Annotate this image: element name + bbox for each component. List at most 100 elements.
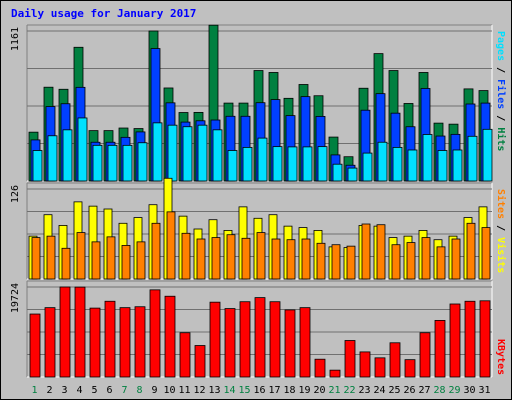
bar-pages-day-11 bbox=[182, 126, 193, 182]
bar-sites-day-14 bbox=[226, 234, 236, 280]
bar-kbytes-day-5 bbox=[89, 307, 101, 378]
bar-pages-day-13 bbox=[212, 129, 223, 182]
bar-sites-day-13 bbox=[211, 237, 221, 280]
x-tick-label: 10 bbox=[163, 385, 175, 396]
bar-kbytes-day-24 bbox=[374, 357, 386, 378]
bar-kbytes-day-14 bbox=[224, 308, 236, 378]
x-tick-label: 11 bbox=[178, 385, 190, 396]
bar-kbytes-day-17 bbox=[269, 301, 281, 378]
bar-sites-day-5 bbox=[91, 241, 101, 280]
bar-kbytes-day-6 bbox=[104, 300, 116, 378]
bar-kbytes-day-25 bbox=[389, 342, 401, 378]
x-tick-label: 29 bbox=[448, 385, 460, 396]
bar-kbytes-day-26 bbox=[404, 359, 416, 378]
bar-pages-day-24 bbox=[377, 141, 388, 182]
bar-sites-day-12 bbox=[196, 238, 206, 280]
bar-sites-day-21 bbox=[331, 244, 341, 280]
bar-kbytes-day-1 bbox=[29, 313, 41, 378]
legend-entry-hits: Hits bbox=[495, 127, 507, 151]
bar-pages-day-3 bbox=[62, 129, 73, 182]
x-tick-label: 22 bbox=[343, 385, 355, 396]
x-tick-label: 9 bbox=[151, 385, 157, 396]
y-max-label: 19724 bbox=[10, 283, 21, 313]
bar-pages-day-25 bbox=[392, 147, 403, 182]
bar-sites-day-19 bbox=[301, 238, 311, 280]
bar-pages-day-8 bbox=[137, 142, 148, 182]
bar-pages-day-23 bbox=[362, 152, 373, 182]
bar-sites-day-27 bbox=[421, 237, 431, 280]
bar-kbytes-day-2 bbox=[44, 307, 56, 378]
bar-pages-day-2 bbox=[47, 135, 58, 182]
bar-pages-day-9 bbox=[152, 122, 163, 182]
bar-pages-day-20 bbox=[317, 146, 328, 182]
legend-entry-kbytes: KBytes bbox=[495, 339, 506, 375]
x-tick-label: 3 bbox=[61, 385, 67, 396]
bar-sites-day-22 bbox=[346, 245, 356, 280]
x-tick-label: 6 bbox=[106, 385, 112, 396]
bar-kbytes-day-10 bbox=[164, 295, 176, 378]
bar-sites-day-4 bbox=[76, 232, 86, 280]
bar-pages-day-4 bbox=[77, 117, 88, 182]
y-max-label: 126 bbox=[10, 185, 21, 203]
bar-sites-day-16 bbox=[256, 232, 266, 280]
x-tick-label: 27 bbox=[418, 385, 430, 396]
bar-pages-day-19 bbox=[302, 146, 313, 182]
bar-sites-day-8 bbox=[136, 241, 146, 280]
bar-kbytes-day-7 bbox=[119, 307, 131, 378]
bar-sites-day-17 bbox=[271, 238, 281, 280]
bar-sites-day-7 bbox=[121, 245, 131, 280]
x-tick-label: 4 bbox=[76, 385, 82, 396]
bar-sites-day-25 bbox=[391, 244, 401, 280]
bar-kbytes-day-31 bbox=[479, 300, 491, 378]
bar-pages-day-14 bbox=[227, 150, 238, 182]
bar-kbytes-day-11 bbox=[179, 332, 191, 378]
x-tick-label: 8 bbox=[136, 385, 142, 396]
bar-pages-day-5 bbox=[92, 144, 103, 182]
bar-sites-day-24 bbox=[376, 224, 386, 280]
x-tick-label: 14 bbox=[223, 385, 235, 396]
x-tick-label: 15 bbox=[238, 385, 250, 396]
bar-sites-day-18 bbox=[286, 239, 296, 280]
bar-sites-day-9 bbox=[151, 222, 161, 280]
legend-entry-pages: Pages bbox=[495, 31, 506, 61]
x-tick-label: 17 bbox=[268, 385, 280, 396]
bar-kbytes-day-13 bbox=[209, 301, 221, 378]
x-tick-label: 28 bbox=[433, 385, 445, 396]
bar-kbytes-day-27 bbox=[419, 332, 431, 378]
bar-sites-day-1 bbox=[31, 237, 41, 280]
bar-sites-day-26 bbox=[406, 242, 416, 280]
bar-kbytes-day-4 bbox=[74, 286, 86, 378]
bar-sites-day-23 bbox=[361, 223, 371, 280]
bar-kbytes-day-29 bbox=[449, 303, 461, 378]
bar-pages-day-21 bbox=[332, 163, 343, 182]
bar-pages-day-30 bbox=[467, 135, 478, 182]
legend-entry-sites: Sites bbox=[495, 189, 507, 219]
bar-kbytes-day-30 bbox=[464, 300, 476, 378]
bar-kbytes-day-21 bbox=[329, 369, 341, 378]
legend-entry-visits: Visits bbox=[495, 237, 507, 273]
x-tick-label: 24 bbox=[373, 385, 385, 396]
bar-kbytes-day-12 bbox=[194, 345, 206, 378]
bar-sites-day-10 bbox=[166, 211, 176, 280]
bar-kbytes-day-8 bbox=[134, 306, 146, 378]
legend-separator: / bbox=[495, 219, 506, 237]
bar-sites-day-11 bbox=[181, 232, 191, 280]
bar-kbytes-day-22 bbox=[344, 340, 356, 378]
bar-sites-day-6 bbox=[106, 236, 116, 280]
bar-pages-day-28 bbox=[437, 150, 448, 182]
x-tick-label: 16 bbox=[253, 385, 265, 396]
bar-pages-day-12 bbox=[197, 124, 208, 182]
x-tick-label: 30 bbox=[463, 385, 475, 396]
bar-pages-day-16 bbox=[257, 137, 268, 182]
x-tick-label: 26 bbox=[403, 385, 415, 396]
bar-sites-day-3 bbox=[61, 247, 71, 280]
bar-sites-day-28 bbox=[436, 246, 446, 280]
bar-pages-day-31 bbox=[482, 128, 493, 182]
bar-pages-day-26 bbox=[407, 149, 418, 182]
bar-kbytes-day-9 bbox=[149, 289, 161, 378]
legend-1: Pages / Files / Hits bbox=[495, 31, 507, 151]
x-tick-label: 18 bbox=[283, 385, 295, 396]
bar-kbytes-day-19 bbox=[299, 307, 311, 378]
